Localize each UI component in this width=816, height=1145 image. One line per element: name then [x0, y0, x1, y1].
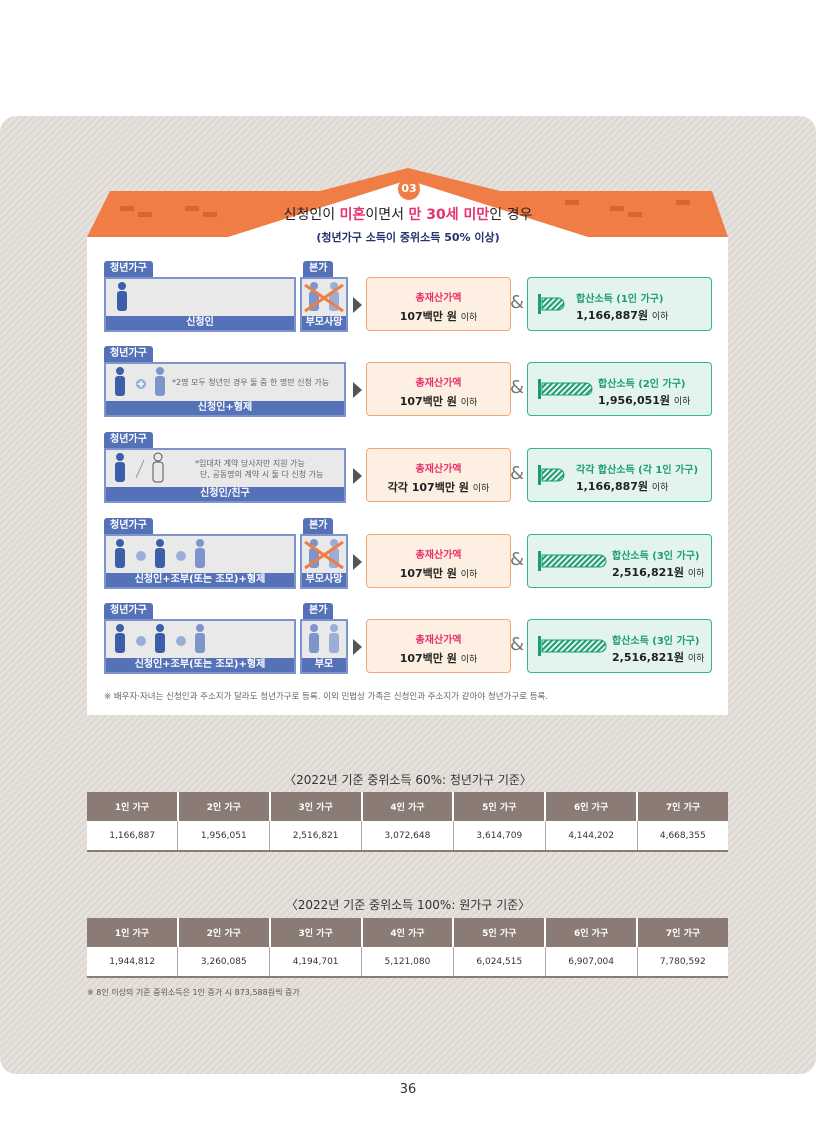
income-condition-box: 합산소득 (1인 가구) 1,166,887원 이하 — [527, 277, 712, 331]
table-cell: 2,516,821 — [269, 821, 362, 852]
table-header: 1인 가구 — [87, 918, 178, 947]
youth-household-tab: 청년가구 — [104, 518, 153, 534]
arrow-icon — [353, 382, 362, 398]
parent-household-box: 부모 — [300, 619, 348, 674]
table-header: 7인 가구 — [636, 918, 728, 947]
applicant-grandparent-sibling-icon — [115, 539, 205, 568]
household-label: 신청인/친구 — [106, 487, 344, 501]
table-row: 1,166,887 1,956,051 2,516,821 3,072,648 … — [87, 821, 728, 852]
income-bar-icon — [538, 636, 607, 656]
parent-label: 부모사망 — [302, 316, 346, 330]
arrow-icon — [353, 639, 362, 655]
parent-household-tab: 본가 — [303, 603, 334, 619]
youth-household-tab: 청년가구 — [104, 603, 153, 619]
youth-household-tab: 청년가구 — [104, 346, 153, 362]
table-cell: 6,907,004 — [544, 947, 638, 978]
table-cell: 5,121,080 — [361, 947, 454, 978]
and-symbol: & — [510, 549, 525, 570]
card-footnote: ※ 배우자·자녀는 신청인과 주소지가 달라도 청년가구로 등록. 이외 민법상… — [104, 692, 549, 702]
and-symbol: & — [510, 634, 525, 655]
applicant-plus-sibling-icon — [115, 367, 165, 396]
table-header: 2인 가구 — [176, 792, 270, 821]
and-symbol: & — [510, 463, 525, 484]
median-income-60-table: 1인 가구 2인 가구 3인 가구 4인 가구 5인 가구 6인 가구 7인 가… — [87, 792, 728, 852]
table-header: 1인 가구 — [87, 792, 178, 821]
youth-household-tab: 청년가구 — [104, 432, 153, 448]
asset-condition-box: 총재산가액 107백만 원 이하 — [366, 362, 511, 416]
section-badge: 03 — [398, 178, 420, 200]
household-label: 신청인+형제 — [106, 401, 344, 415]
asset-condition-box: 총재산가액 107백만 원 이하 — [366, 534, 511, 588]
income-condition-box: 각각 합산소득 (각 1인 가구) 1,166,887원 이하 — [527, 448, 712, 502]
arrow-icon — [353, 297, 362, 313]
deceased-parents-icon — [304, 282, 344, 313]
household-label: 신청인 — [106, 316, 294, 330]
table1-caption: 〈2022년 기준 중위소득 60%: 청년가구 기준〉 — [284, 773, 532, 787]
household-note: *2명 모두 청년인 경우 둘 중 한 명만 신청 가능 — [172, 378, 330, 387]
applicant-grandparent-sibling-icon — [115, 624, 205, 653]
household-note: *임대차 계약 당사자만 지원 가능 — [195, 459, 305, 468]
income-condition-box: 합산소득 (3인 가구) 2,516,821원 이하 — [527, 534, 712, 588]
table-header: 5인 가구 — [452, 792, 546, 821]
table-cell: 3,260,085 — [177, 947, 270, 978]
table-header: 5인 가구 — [452, 918, 546, 947]
table-row: 1,944,812 3,260,085 4,194,701 5,121,080 … — [87, 947, 728, 978]
table2-caption: 〈2022년 기준 중위소득 100%: 원가구 기준〉 — [285, 898, 531, 912]
asset-condition-box: 총재산가액 각각 107백만 원 이하 — [366, 448, 511, 502]
parent-household-tab: 본가 — [303, 261, 334, 277]
income-bar-icon — [538, 294, 565, 314]
youth-household-box: 신청인 — [104, 277, 296, 332]
table-header: 4인 가구 — [360, 792, 454, 821]
table-header: 2인 가구 — [176, 918, 270, 947]
table-header: 4인 가구 — [360, 918, 454, 947]
asset-condition-box: 총재산가액 107백만 원 이하 — [366, 277, 511, 331]
income-condition-box: 합산소득 (2인 가구) 1,956,051원 이하 — [527, 362, 712, 416]
table-cell: 3,072,648 — [361, 821, 454, 852]
parent-household-tab: 본가 — [303, 518, 334, 534]
and-symbol: & — [510, 292, 525, 313]
applicant-and-friend-icon — [115, 452, 164, 483]
table-cell: 1,166,887 — [87, 821, 178, 852]
parent-label: 부모사망 — [302, 573, 346, 587]
table-cell: 3,614,709 — [452, 821, 546, 852]
asset-condition-box: 총재산가액 107백만 원 이하 — [366, 619, 511, 673]
household-label: 신청인+조부(또는 조모)+형제 — [106, 573, 294, 587]
table-header: 6인 가구 — [544, 918, 638, 947]
youth-household-tab: 청년가구 — [104, 261, 153, 277]
table-header: 3인 가구 — [268, 792, 362, 821]
income-bar-icon — [538, 465, 565, 485]
section-subtitle: (청년가구 소득이 중위소득 50% 이상) — [316, 231, 500, 244]
page-number: 36 — [399, 1082, 417, 1097]
table-cell: 6,024,515 — [452, 947, 546, 978]
table-cell: 1,956,051 — [177, 821, 270, 852]
section-title: 신청인이 미혼이면서 만 30세 미만인 경우 — [283, 207, 533, 223]
table-header: 6인 가구 — [544, 792, 638, 821]
table-cell: 4,668,355 — [636, 821, 728, 852]
household-label: 신청인+조부(또는 조모)+형제 — [106, 658, 294, 672]
arrow-icon — [353, 468, 362, 484]
person-icon — [117, 282, 127, 311]
income-condition-box: 합산소득 (3인 가구) 2,516,821원 이하 — [527, 619, 712, 673]
income-bar-icon — [538, 379, 593, 399]
and-symbol: & — [510, 377, 525, 398]
table-cell: 4,144,202 — [544, 821, 638, 852]
median-income-100-table: 1인 가구 2인 가구 3인 가구 4인 가구 5인 가구 6인 가구 7인 가… — [87, 918, 728, 978]
table-footnote: ※ 8인 이상의 기준 중위소득은 1인 증가 시 873,588원씩 증가 — [87, 988, 300, 997]
table-header: 3인 가구 — [268, 918, 362, 947]
arrow-icon — [353, 554, 362, 570]
table-cell: 1,944,812 — [87, 947, 178, 978]
table-header: 7인 가구 — [636, 792, 728, 821]
household-note-2: 단, 공동명의 계약 시 둘 다 신청 가능 — [200, 470, 324, 479]
parents-icon — [309, 624, 339, 653]
table-cell: 7,780,592 — [636, 947, 728, 978]
deceased-parents-icon — [304, 539, 344, 570]
youth-household-box: 신청인/친구 — [104, 448, 346, 503]
income-bar-icon — [538, 551, 607, 571]
parent-label: 부모 — [302, 658, 346, 672]
table-cell: 4,194,701 — [269, 947, 362, 978]
